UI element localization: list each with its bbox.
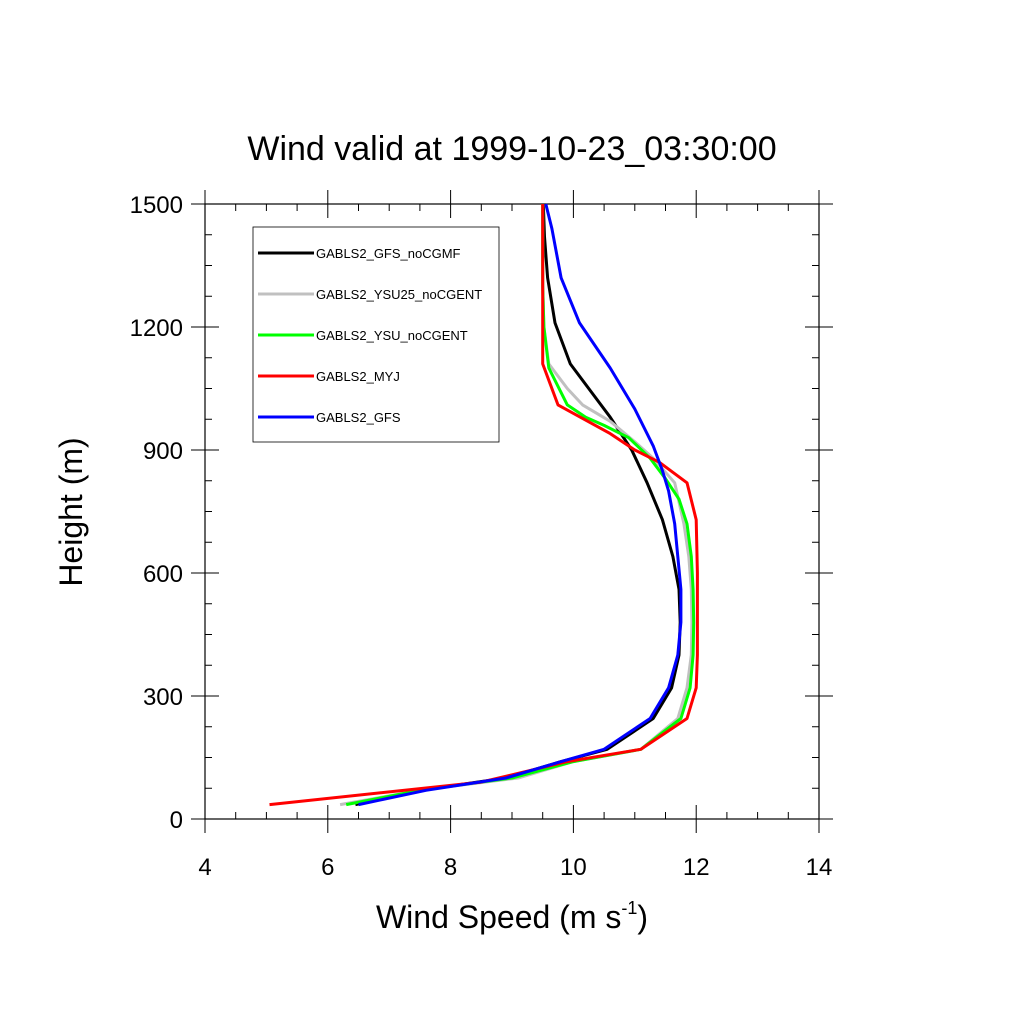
y-axis-label: Height (m) (53, 437, 89, 586)
y-tick-label: 900 (143, 438, 183, 465)
chart-title: Wind valid at 1999-10-23_03:30:00 (247, 130, 776, 168)
y-tick-label: 1200 (130, 315, 183, 342)
y-tick-label: 300 (143, 684, 183, 711)
series-line-4 (269, 204, 699, 807)
x-tick-label: 14 (806, 854, 833, 881)
x-tick-label: 10 (560, 854, 587, 881)
x-tick-label: 4 (198, 854, 211, 881)
series-lines (269, 203, 699, 807)
x-axis-label: Wind Speed (m s-1) (376, 898, 648, 935)
x-tick-label: 8 (444, 854, 457, 881)
series-line-5 (358, 203, 683, 807)
x-axis-label-main: Wind Speed (m s (376, 899, 621, 935)
axis-tick-labels: 4 6 8 10 12 14 0 300 600 900 1200 1500 (130, 192, 833, 881)
legend-label: GABLS2_GFS (316, 410, 401, 425)
axis-ticks (191, 190, 833, 833)
legend-label: GABLS2_YSU25_noCGENT (316, 287, 482, 302)
x-tick-label: 6 (321, 854, 334, 881)
legend: GABLS2_GFS_noCGMF GABLS2_YSU25_noCGENT GAB… (252, 226, 500, 443)
legend-label: GABLS2_YSU_noCGENT (316, 328, 468, 343)
y-tick-label: 600 (143, 561, 183, 588)
y-tick-label: 1500 (130, 192, 183, 219)
legend-label: GABLS2_GFS_noCGMF (316, 246, 461, 261)
x-axis-label-superscript: -1 (621, 898, 637, 918)
x-tick-label: 12 (683, 854, 710, 881)
x-axis-label-end: ) (637, 899, 648, 935)
legend-label: GABLS2_MYJ (316, 369, 400, 384)
plot-area: 4 6 8 10 12 14 0 300 600 900 1200 1500 (130, 190, 833, 881)
y-tick-label: 0 (170, 807, 183, 834)
